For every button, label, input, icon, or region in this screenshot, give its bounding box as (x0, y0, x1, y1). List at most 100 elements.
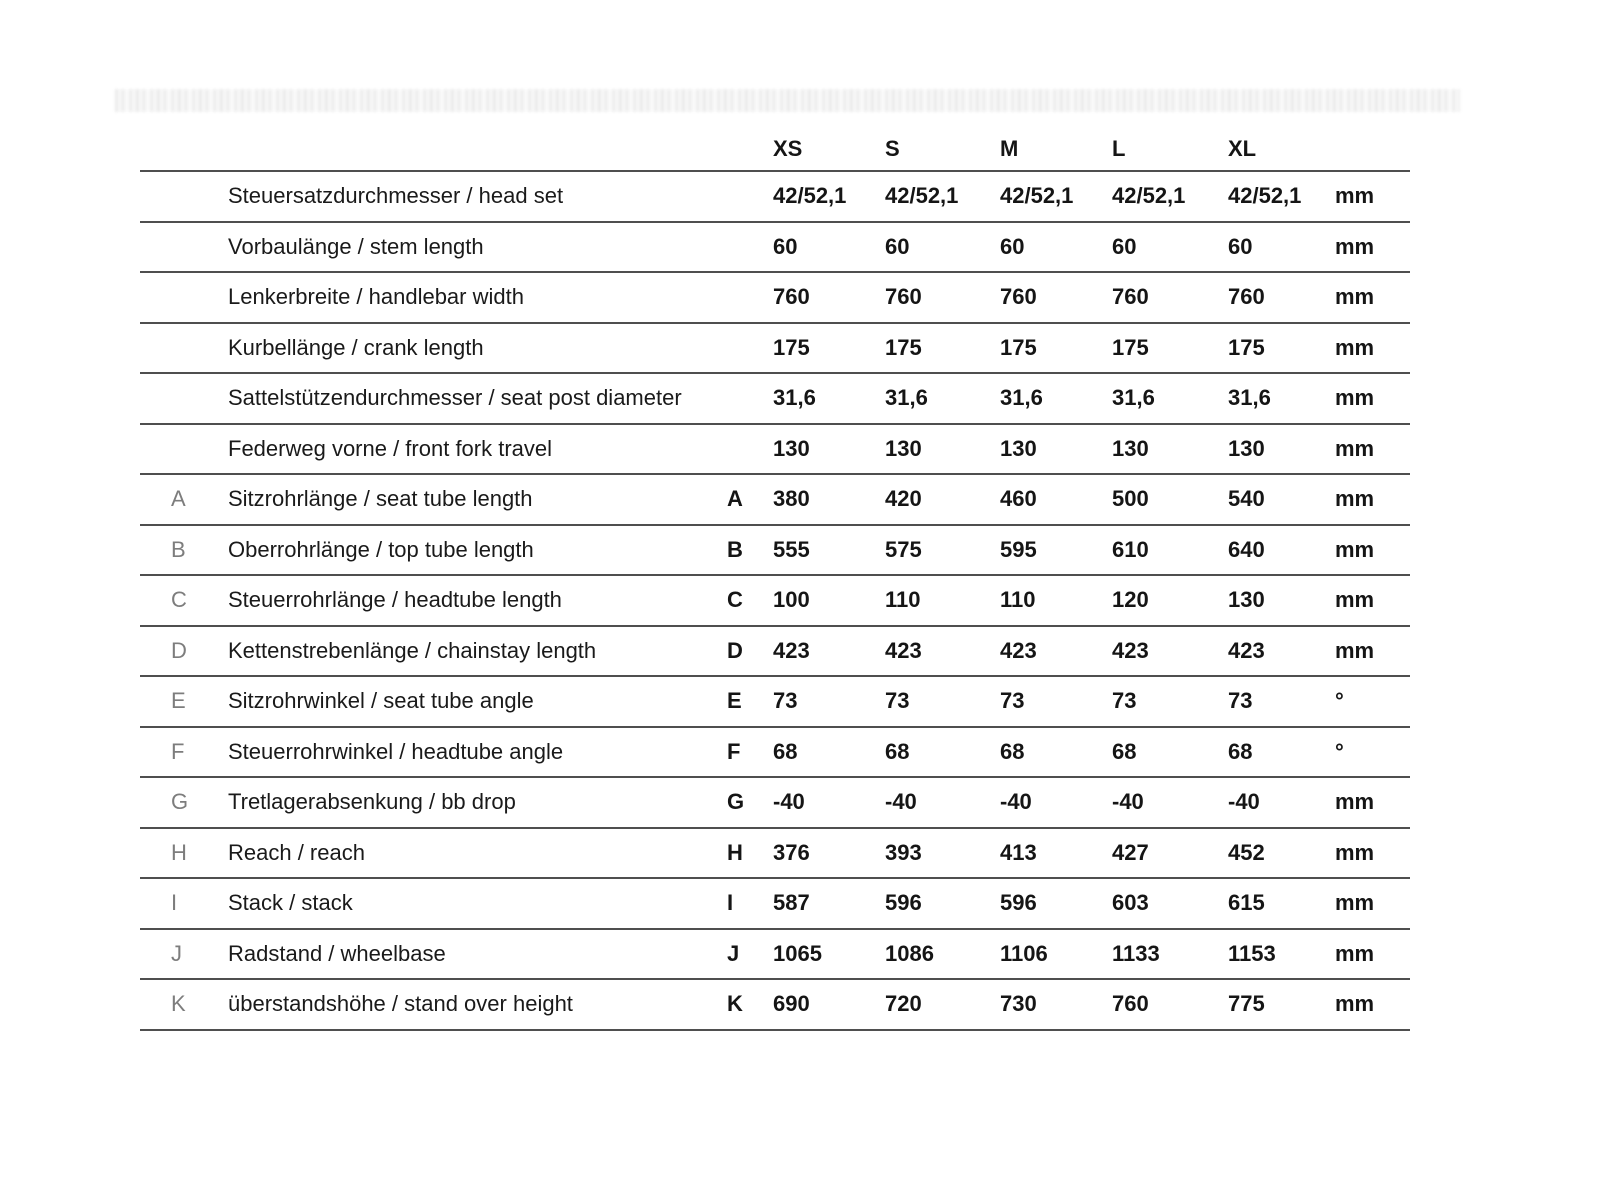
value-s: 393 (885, 839, 922, 865)
value-m: 175 (1000, 334, 1037, 360)
dimension-label: überstandshöhe / stand over height (228, 991, 573, 1017)
dimension-label: Lenkerbreite / handlebar width (228, 284, 524, 310)
value-l: 423 (1112, 637, 1149, 663)
value-l: 427 (1112, 839, 1149, 865)
table-rows: Steuersatzdurchmesser / head set 42/52,1… (140, 170, 1410, 1029)
geometry-table: XS S M L XL Steuersatzdurchmesser / head… (140, 128, 1410, 1031)
value-s: 73 (885, 688, 910, 714)
dimension-letter-gray: F (171, 738, 185, 764)
dimension-label: Oberrohrlänge / top tube length (228, 536, 534, 562)
unit: mm (1335, 637, 1375, 663)
dimension-letter-gray: G (171, 789, 189, 815)
unit: mm (1335, 789, 1375, 815)
dimension-letter-gray: A (171, 486, 186, 512)
table-row-16: J Radstand / wheelbase J 1065 1086 1106 … (140, 927, 1410, 979)
value-xl: -40 (1228, 789, 1260, 815)
value-xs: 760 (773, 284, 810, 310)
dimension-letter-gray: E (171, 688, 186, 714)
dimension-label: Federweg vorne / front fork travel (228, 435, 553, 461)
dimension-label: Sitzrohrwinkel / seat tube angle (228, 688, 534, 714)
value-xl: 640 (1228, 536, 1265, 562)
value-m: 31,6 (1000, 385, 1043, 411)
value-s: 1086 (885, 940, 934, 966)
dimension-letter-bold: J (727, 940, 740, 966)
value-l: -40 (1112, 789, 1144, 815)
value-m: 460 (1000, 486, 1037, 512)
table-row-8: B Oberrohrlänge / top tube length B 555 … (140, 523, 1410, 575)
table-row-9: C Steuerrohrlänge / headtube length C 10… (140, 574, 1410, 625)
unit: mm (1335, 839, 1375, 865)
value-xs: 423 (773, 637, 810, 663)
value-xs: 73 (773, 688, 798, 714)
dimension-label: Stack / stack (228, 890, 353, 916)
table-row-13: G Tretlagerabsenkung / bb drop G -40 -40… (140, 776, 1410, 827)
value-s: 175 (885, 334, 922, 360)
value-m: 413 (1000, 839, 1037, 865)
table-row-1: Steuersatzdurchmesser / head set 42/52,1… (140, 170, 1410, 221)
dimension-label: Kurbellänge / crank length (228, 334, 484, 360)
value-m: 73 (1000, 688, 1025, 714)
unit: mm (1335, 940, 1375, 966)
value-m: -40 (1000, 789, 1032, 815)
dimension-letter-gray: H (171, 839, 187, 865)
dimension-letter-bold: B (727, 536, 743, 562)
value-s: 760 (885, 284, 922, 310)
size-header-l: L (1112, 136, 1126, 161)
dimension-letter-bold: A (727, 486, 743, 512)
unit: ° (1335, 688, 1344, 714)
value-xl: 130 (1228, 587, 1265, 613)
dimension-letter-bold: H (727, 839, 743, 865)
value-xl: 760 (1228, 284, 1265, 310)
value-l: 760 (1112, 991, 1149, 1017)
table-row-7: A Sitzrohrlänge / seat tube length A 380… (140, 473, 1410, 524)
dimension-letter-bold: I (727, 890, 734, 916)
dimension-label: Reach / reach (228, 839, 365, 865)
value-m: 760 (1000, 284, 1037, 310)
value-xs: 1065 (773, 940, 822, 966)
value-s: 575 (885, 536, 922, 562)
value-m: 130 (1000, 435, 1037, 461)
value-xl: 42/52,1 (1228, 183, 1302, 209)
value-l: 73 (1112, 688, 1137, 714)
unit: mm (1335, 536, 1375, 562)
value-xs: -40 (773, 789, 805, 815)
dimension-label: Steuerrohrlänge / headtube length (228, 587, 562, 613)
dimension-label: Kettenstrebenlänge / chainstay length (228, 637, 597, 663)
value-s: 42/52,1 (885, 183, 959, 209)
value-s: 60 (885, 233, 910, 259)
value-xs: 31,6 (773, 385, 816, 411)
table-row-14: H Reach / reach H 376 393 413 427 452 mm (140, 826, 1410, 878)
dimension-letter-bold: D (727, 637, 743, 663)
value-l: 60 (1112, 233, 1137, 259)
value-l: 31,6 (1112, 385, 1155, 411)
unit: mm (1335, 890, 1375, 916)
value-s: 420 (885, 486, 922, 512)
value-xl: 423 (1228, 637, 1265, 663)
dimension-letter-gray: D (171, 637, 187, 663)
unit: mm (1335, 284, 1375, 310)
value-l: 175 (1112, 334, 1149, 360)
dimension-letter-gray: K (171, 991, 186, 1017)
unit: mm (1335, 385, 1375, 411)
dimension-label: Radstand / wheelbase (228, 940, 446, 966)
dimension-letter-bold: K (727, 991, 743, 1017)
unit: mm (1335, 587, 1375, 613)
value-xl: 60 (1228, 233, 1253, 259)
value-xl: 73 (1228, 688, 1253, 714)
unit: mm (1335, 334, 1375, 360)
value-xl: 175 (1228, 334, 1265, 360)
value-m: 42/52,1 (1000, 183, 1074, 209)
size-header-s: S (885, 136, 900, 161)
value-m: 730 (1000, 991, 1037, 1017)
dimension-letter-bold: C (727, 587, 743, 613)
unit: mm (1335, 435, 1375, 461)
value-xl: 540 (1228, 486, 1265, 512)
dimension-letter-gray: I (171, 890, 178, 916)
value-m: 596 (1000, 890, 1037, 916)
dimension-label: Sitzrohrlänge / seat tube length (228, 486, 533, 512)
value-xl: 452 (1228, 839, 1265, 865)
value-m: 68 (1000, 738, 1025, 764)
value-s: 423 (885, 637, 922, 663)
value-m: 423 (1000, 637, 1037, 663)
